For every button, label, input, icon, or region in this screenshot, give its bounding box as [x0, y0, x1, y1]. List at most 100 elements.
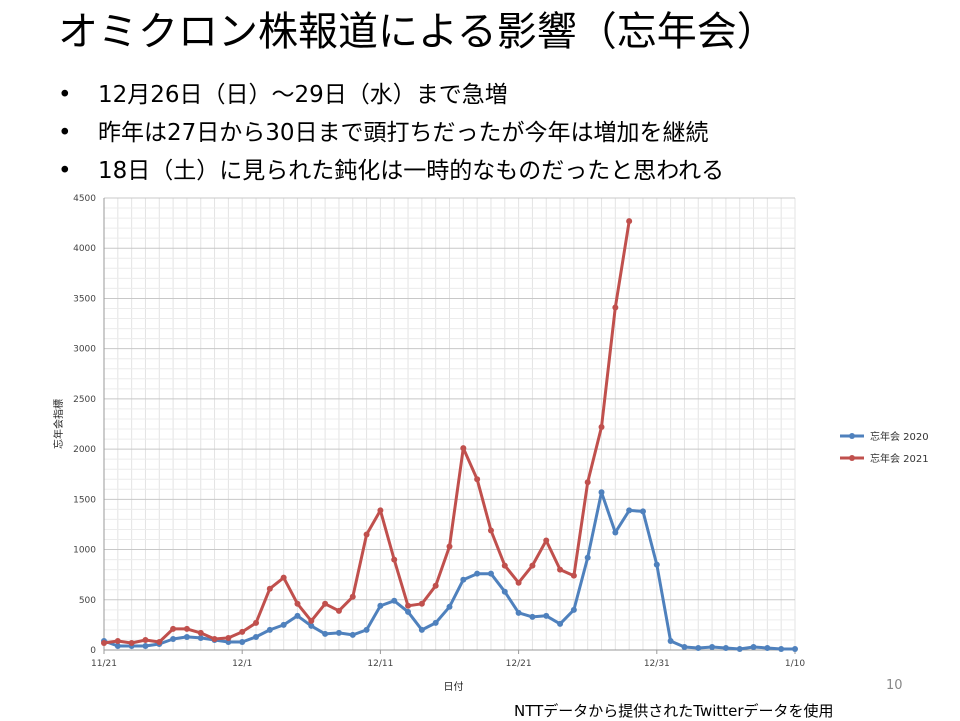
data-point-series-2: [128, 639, 135, 646]
y-tick-label: 4000: [73, 244, 96, 254]
data-point-series-2: [322, 600, 329, 607]
data-point-series-1: [183, 633, 190, 640]
data-point-series-2: [626, 218, 633, 225]
bullet-text: 12月26日（日）～29日（水）まで急増: [98, 82, 508, 108]
line-chart: 0 500 1000 1500 2000 2500 3000 3500 4000 4500 11/2…: [52, 194, 929, 693]
data-point-series-2: [266, 585, 273, 592]
data-point-series-1: [653, 561, 660, 568]
data-point-series-1: [170, 635, 177, 642]
y-tick-label: 1000: [73, 546, 96, 556]
y-tick-label: 500: [79, 596, 96, 606]
data-point-series-2: [183, 625, 190, 632]
chart-area: 0 500 1000 1500 2000 2500 3000 3500 4000 4500 11/2…: [0, 188, 960, 698]
data-point-series-1: [322, 630, 329, 637]
legend-point-marker: [849, 455, 855, 461]
y-tick-label: 4500: [73, 194, 96, 204]
data-point-series-2: [156, 638, 163, 645]
page-number: 10: [886, 678, 903, 693]
data-point-series-1: [709, 643, 716, 650]
bullet-item: • 12月26日（日）～29日（水）まで急増: [58, 76, 724, 114]
data-point-series-1: [612, 529, 619, 536]
data-point-series-2: [598, 424, 605, 431]
data-point-series-1: [197, 634, 204, 641]
data-point-series-1: [778, 645, 785, 652]
x-tick-label: 12/11: [367, 659, 393, 669]
data-point-series-2: [446, 543, 453, 550]
x-tick-label: 1/10: [785, 659, 805, 669]
data-point-series-2: [335, 607, 342, 614]
data-point-series-1: [432, 619, 439, 626]
data-point-series-1: [501, 588, 508, 595]
bullet-dot-icon: •: [58, 120, 72, 146]
data-point-series-1: [391, 597, 398, 604]
data-point-series-1: [626, 507, 633, 514]
data-point-series-2: [418, 600, 425, 607]
data-point-series-1: [114, 642, 121, 649]
data-point-series-2: [432, 582, 439, 589]
data-point-series-1: [639, 508, 646, 515]
slide-title: オミクロン株報道による影響（忘年会）: [58, 9, 777, 55]
data-point-series-1: [239, 638, 246, 645]
data-point-series-2: [487, 527, 494, 534]
bullet-dot-icon: •: [58, 82, 72, 108]
x-axis-title: 日付: [444, 680, 464, 693]
data-point-series-2: [612, 304, 619, 311]
data-point-series-1: [294, 612, 301, 619]
data-point-series-2: [515, 579, 522, 586]
data-point-series-2: [391, 556, 398, 563]
data-point-series-2: [584, 479, 591, 486]
data-point-series-2: [529, 562, 536, 569]
data-point-series-2: [405, 602, 412, 609]
data-point-series-1: [280, 621, 287, 628]
data-point-series-1: [266, 626, 273, 633]
data-point-series-1: [377, 602, 384, 609]
data-point-series-2: [501, 562, 508, 569]
data-point-series-2: [474, 476, 481, 483]
data-point-series-1: [474, 570, 481, 577]
data-point-series-1: [308, 622, 315, 629]
data-point-series-1: [584, 554, 591, 561]
data-point-series-2: [294, 600, 301, 607]
y-tick-label: 3500: [73, 294, 96, 304]
data-point-series-1: [405, 608, 412, 615]
data-point-series-2: [557, 566, 564, 573]
legend-label: 忘年会 2021: [870, 452, 929, 465]
data-point-series-1: [253, 633, 260, 640]
data-point-series-2: [460, 445, 467, 452]
data-point-series-1: [446, 603, 453, 610]
y-tick-label: 1500: [73, 495, 96, 505]
data-point-series-1: [487, 570, 494, 577]
data-point-series-2: [239, 628, 246, 635]
data-point-series-2: [170, 625, 177, 632]
bullet-dot-icon: •: [58, 158, 72, 184]
source-note: NTTデータから提供されたTwitterデータを使用: [514, 702, 834, 720]
data-point-series-2: [308, 617, 315, 624]
data-point-series-2: [280, 574, 287, 581]
y-tick-label: 2000: [73, 445, 96, 455]
data-point-series-1: [418, 626, 425, 633]
y-tick-label: 2500: [73, 395, 96, 405]
bullet-text: 昨年は27日から30日まで頭打ちだったが今年は増加を継続: [98, 120, 709, 146]
bullet-list: • 12月26日（日）～29日（水）まで急増 • 昨年は27日から30日まで頭打ちだ…: [58, 76, 724, 190]
legend-label: 忘年会 2020: [870, 430, 929, 443]
data-point-series-2: [253, 619, 260, 626]
x-tick-label: 12/1: [232, 659, 252, 669]
data-point-series-2: [211, 635, 218, 642]
data-point-series-1: [335, 629, 342, 636]
data-point-series-1: [792, 645, 798, 652]
y-axis-title: 忘年会指標: [52, 399, 65, 449]
bullet-item: • 18日（土）に見られた鈍化は一時的なものだったと思われる: [58, 152, 724, 190]
bullet-item: • 昨年は27日から30日まで頭打ちだったが今年は増加を継続: [58, 114, 724, 152]
data-point-series-1: [681, 643, 688, 650]
data-point-series-2: [570, 572, 577, 579]
data-point-series-1: [695, 644, 702, 651]
x-tick-label: 12/21: [506, 659, 532, 669]
data-point-series-2: [377, 507, 384, 514]
x-tick-label: 12/31: [644, 659, 670, 669]
data-point-series-2: [363, 531, 370, 538]
data-point-series-1: [543, 612, 550, 619]
data-point-series-1: [750, 643, 757, 650]
data-point-series-1: [557, 620, 564, 627]
data-point-series-1: [764, 644, 771, 651]
data-point-series-1: [515, 609, 522, 616]
